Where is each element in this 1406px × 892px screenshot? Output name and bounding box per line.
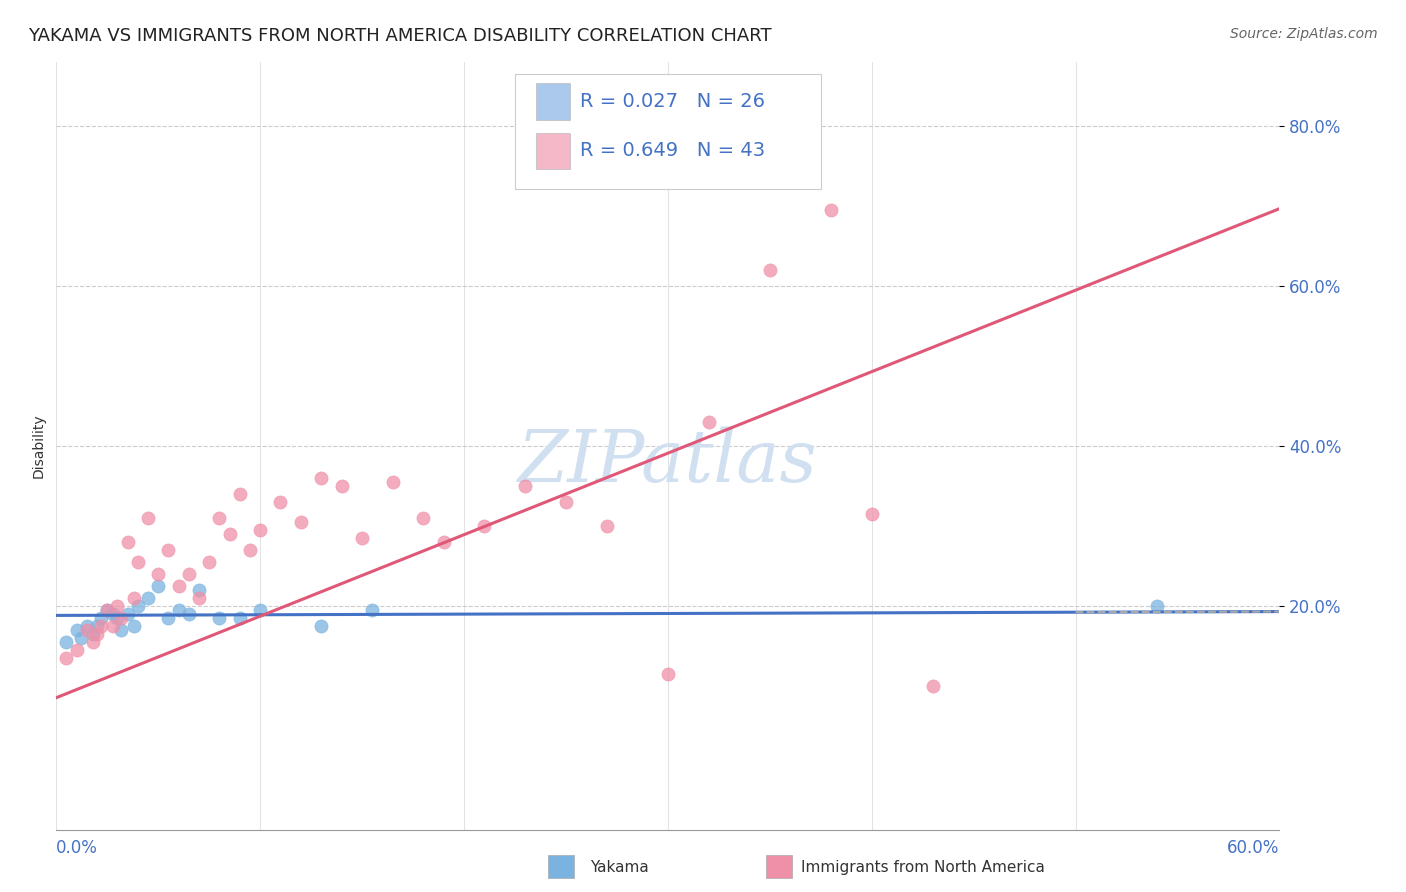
Point xyxy=(309,619,333,633)
Bar xyxy=(548,855,574,878)
Point xyxy=(157,611,180,625)
Point xyxy=(290,515,312,529)
Point xyxy=(361,603,384,617)
Point xyxy=(66,623,87,637)
Point xyxy=(309,471,333,485)
Point xyxy=(228,487,252,501)
Point xyxy=(127,599,149,613)
Text: 60.0%: 60.0% xyxy=(1227,839,1279,857)
Point xyxy=(188,591,211,605)
Point xyxy=(218,527,240,541)
Point xyxy=(122,619,145,633)
Point xyxy=(177,607,200,621)
Text: Yakama: Yakama xyxy=(591,860,650,874)
Point xyxy=(167,579,190,593)
Text: 0.0%: 0.0% xyxy=(56,839,98,857)
Point xyxy=(55,650,77,665)
Text: YAKAMA VS IMMIGRANTS FROM NORTH AMERICA DISABILITY CORRELATION CHART: YAKAMA VS IMMIGRANTS FROM NORTH AMERICA … xyxy=(28,27,772,45)
Point xyxy=(86,627,108,641)
Point xyxy=(208,511,231,525)
Point xyxy=(554,495,576,509)
Point xyxy=(136,511,159,525)
Text: Source: ZipAtlas.com: Source: ZipAtlas.com xyxy=(1230,27,1378,41)
Point xyxy=(90,619,112,633)
FancyBboxPatch shape xyxy=(536,83,569,120)
Point xyxy=(860,507,883,521)
Point xyxy=(69,631,91,645)
Point xyxy=(90,611,112,625)
Point xyxy=(66,642,87,657)
Point xyxy=(76,623,98,637)
Text: R = 0.649   N = 43: R = 0.649 N = 43 xyxy=(579,142,765,161)
Point xyxy=(55,634,77,648)
Point xyxy=(472,519,496,533)
Point xyxy=(922,679,945,693)
Point xyxy=(96,603,118,617)
Point xyxy=(167,603,190,617)
Point xyxy=(103,619,125,633)
Point xyxy=(103,607,125,621)
Point xyxy=(239,542,262,557)
Point xyxy=(270,495,292,509)
Point xyxy=(515,479,537,493)
FancyBboxPatch shape xyxy=(536,133,569,169)
Point xyxy=(352,531,374,545)
Point xyxy=(82,627,104,641)
FancyBboxPatch shape xyxy=(515,74,821,189)
Point xyxy=(249,603,271,617)
Point xyxy=(188,582,211,597)
Point xyxy=(208,611,231,625)
Point xyxy=(759,263,782,277)
Point xyxy=(96,603,118,617)
Text: ZIPatlas: ZIPatlas xyxy=(517,426,818,497)
Point xyxy=(107,611,129,625)
Point xyxy=(107,599,129,613)
Point xyxy=(117,607,139,621)
Point xyxy=(657,666,679,681)
Point xyxy=(177,566,200,581)
Point xyxy=(82,634,104,648)
Point xyxy=(381,475,404,489)
Text: R = 0.027   N = 26: R = 0.027 N = 26 xyxy=(579,92,765,111)
Point xyxy=(596,519,619,533)
Point xyxy=(117,534,139,549)
Point xyxy=(127,555,149,569)
Point xyxy=(198,555,221,569)
Point xyxy=(697,415,720,429)
Point xyxy=(412,511,434,525)
Point xyxy=(76,619,98,633)
Point xyxy=(110,611,132,625)
Point xyxy=(249,523,271,537)
Point xyxy=(122,591,145,605)
Point xyxy=(148,579,170,593)
Bar xyxy=(766,855,792,878)
Point xyxy=(157,542,180,557)
Point xyxy=(110,623,132,637)
Point xyxy=(330,479,353,493)
Point xyxy=(1146,599,1168,613)
Point xyxy=(148,566,170,581)
Y-axis label: Disability: Disability xyxy=(31,414,45,478)
Point xyxy=(136,591,159,605)
Point xyxy=(86,619,108,633)
Text: Immigrants from North America: Immigrants from North America xyxy=(801,860,1045,874)
Point xyxy=(820,203,842,218)
Point xyxy=(228,611,252,625)
Point xyxy=(433,534,456,549)
